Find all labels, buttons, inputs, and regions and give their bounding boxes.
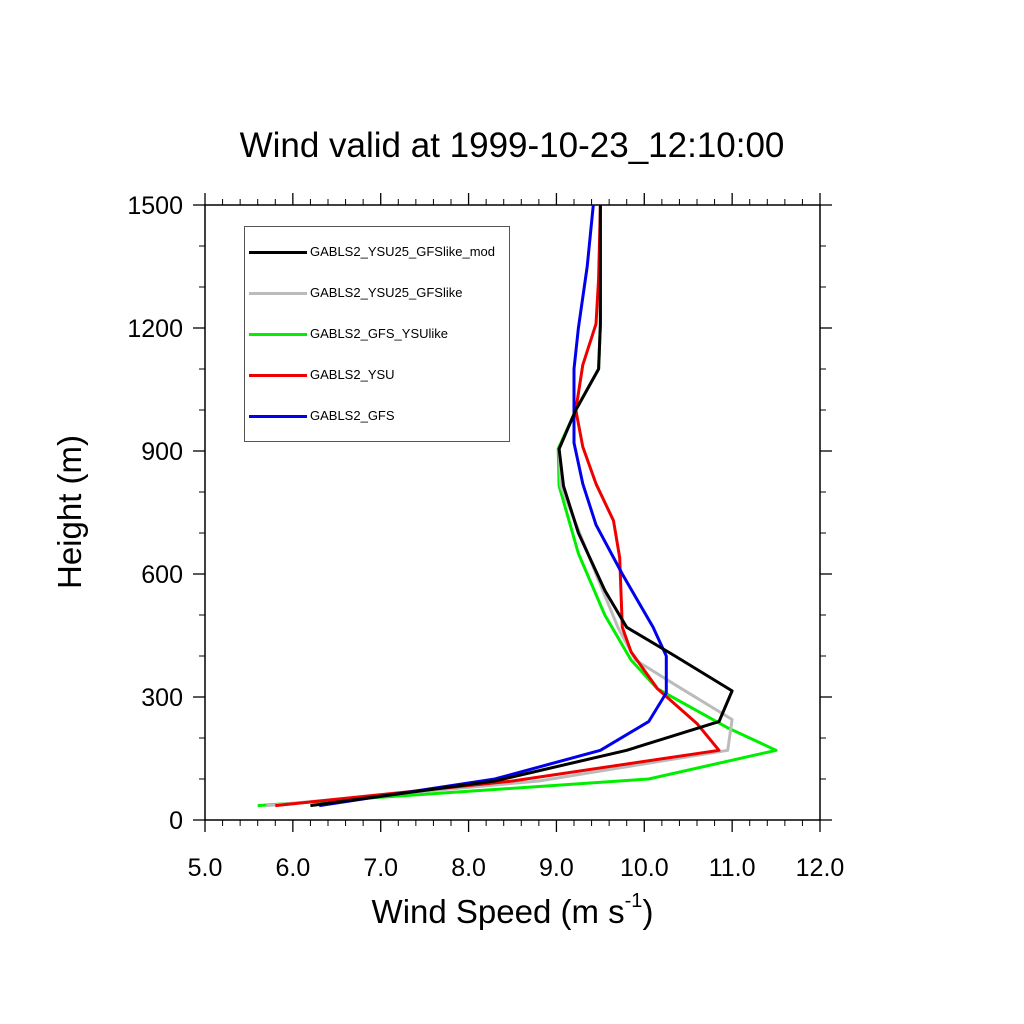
x-tick-label: 10.0: [620, 854, 669, 882]
x-tick-label: 12.0: [796, 854, 845, 882]
y-tick-label: 1500: [127, 192, 183, 220]
y-tick-label: 1200: [127, 315, 183, 343]
y-tick-label: 900: [141, 438, 183, 466]
legend-label: GABLS2_GFS: [310, 408, 395, 423]
series-line: [310, 205, 734, 808]
legend-label: GABLS2_YSU25_GFSlike: [310, 285, 463, 300]
x-tick-label: 7.0: [363, 854, 398, 882]
y-tick-label: 600: [141, 561, 183, 589]
x-tick-label: 6.0: [275, 854, 310, 882]
legend-item: GABLS2_GFS: [249, 406, 509, 426]
y-tick-label: 300: [141, 684, 183, 712]
legend-label: GABLS2_YSU: [310, 367, 395, 382]
legend-item: GABLS2_YSU25_GFSlike: [249, 283, 509, 303]
legend-item: GABLS2_YSU: [249, 365, 509, 385]
legend-item: GABLS2_YSU25_GFSlike_mod: [249, 242, 509, 262]
chart-title: Wind valid at 1999-10-23_12:10:00: [239, 126, 785, 165]
legend-swatch: [249, 374, 307, 377]
legend-item: GABLS2_GFS_YSUlike: [249, 324, 509, 344]
x-axis-label-suffix: ): [642, 893, 654, 930]
x-tick-label: 5.0: [188, 854, 223, 882]
x-axis-label: Wind Speed (m s-1): [205, 890, 820, 931]
x-axis-label-superscript: -1: [624, 890, 643, 912]
x-tick-label: 8.0: [451, 854, 486, 882]
legend-swatch: [249, 415, 307, 418]
series-line: [318, 204, 668, 808]
chart-legend: GABLS2_YSU25_GFSlike_mod GABLS2_YSU25_GF…: [244, 226, 510, 442]
series-layer: [257, 204, 778, 808]
legend-swatch: [249, 251, 307, 254]
x-axis-label-text: Wind Speed (m s: [371, 893, 625, 930]
plot-axes: [204, 204, 821, 821]
legend-swatch: [249, 333, 307, 336]
x-tick-label: 9.0: [539, 854, 574, 882]
series-line: [275, 204, 721, 808]
legend-label: GABLS2_YSU25_GFSlike_mod: [310, 244, 495, 259]
legend-swatch: [249, 292, 307, 295]
y-axis-label: Height (m): [51, 434, 88, 590]
plot-frame: [204, 204, 821, 821]
axis-ticks: 5.0 6.0 7.0 8.0 9.0 10.0 11.0 12.0 0 300 600 900 120…: [127, 192, 844, 882]
legend-label: GABLS2_GFS_YSUlike: [310, 326, 449, 341]
x-tick-label: 11.0: [709, 854, 756, 882]
y-tick-label: 0: [169, 807, 183, 835]
